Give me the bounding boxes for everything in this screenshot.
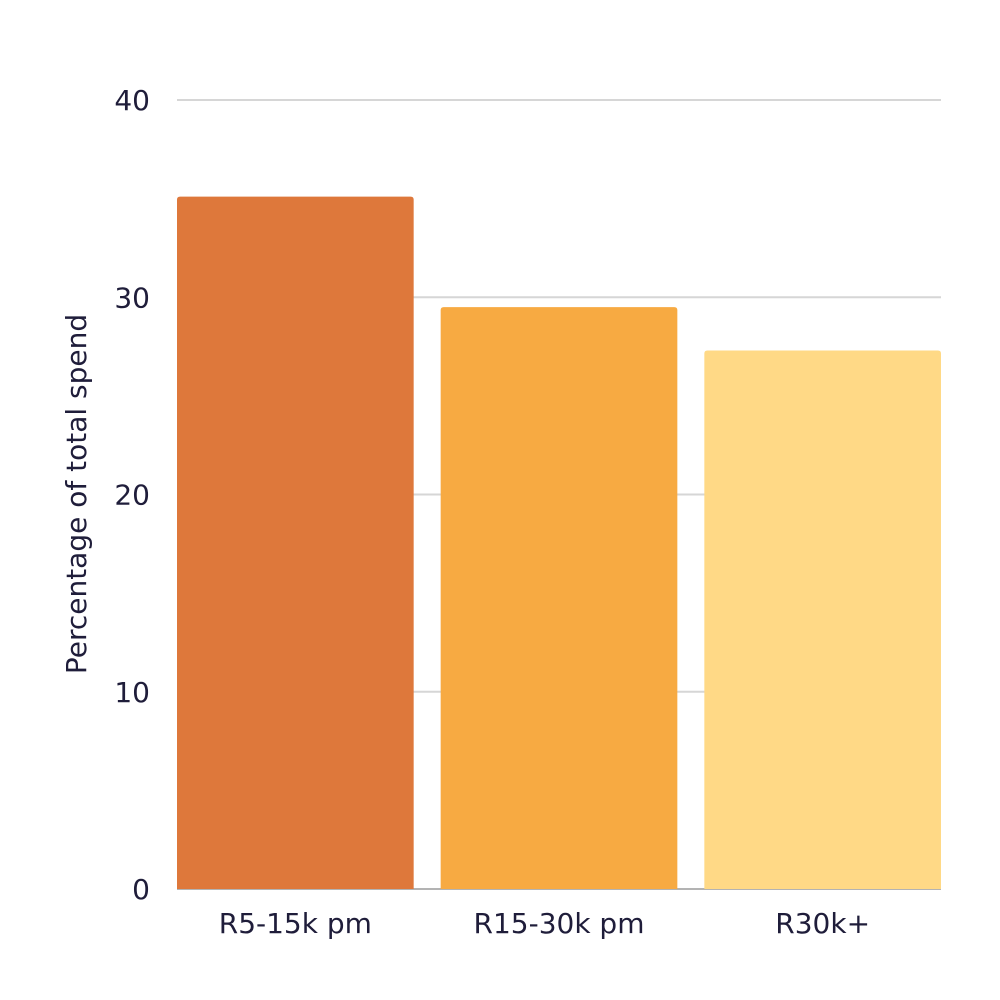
y-tick-label: 10 [114, 676, 150, 709]
x-category-label: R5-15k pm [219, 907, 372, 940]
y-tick-label: 20 [114, 479, 150, 512]
x-category-label: R30k+ [775, 907, 870, 940]
y-tick-label: 0 [132, 873, 150, 906]
bars [177, 196, 941, 890]
bar-3 [704, 350, 941, 889]
y-axis-ticks: 0 10 20 30 40 [114, 84, 150, 906]
bar-1 [177, 196, 414, 890]
x-axis-labels: R5-15k pm R15-30k pm R30k+ [219, 907, 870, 940]
y-tick-label: 40 [114, 84, 150, 117]
x-category-label: R15-30k pm [474, 907, 645, 940]
y-tick-label: 30 [114, 281, 150, 314]
y-axis-title: Percentage of total spend [60, 314, 93, 674]
bar-2 [440, 307, 678, 889]
